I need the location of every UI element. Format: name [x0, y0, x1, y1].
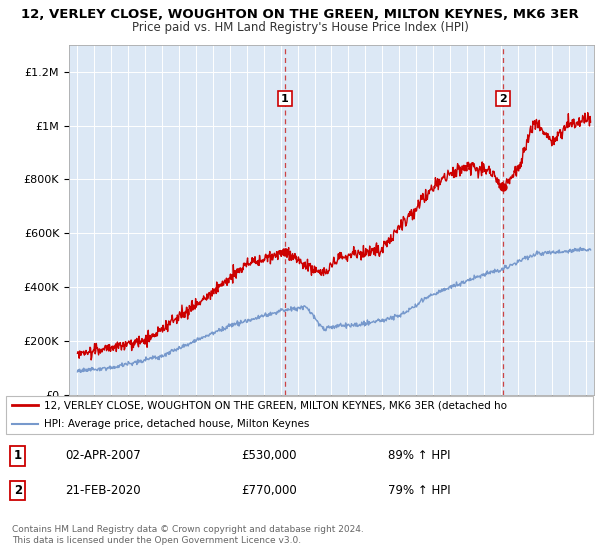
Text: 21-FEB-2020: 21-FEB-2020	[65, 484, 140, 497]
FancyBboxPatch shape	[6, 396, 593, 433]
Text: 2: 2	[499, 94, 507, 104]
Text: 79% ↑ HPI: 79% ↑ HPI	[388, 484, 451, 497]
Text: Price paid vs. HM Land Registry's House Price Index (HPI): Price paid vs. HM Land Registry's House …	[131, 21, 469, 34]
Text: £770,000: £770,000	[241, 484, 297, 497]
Text: 2: 2	[14, 484, 22, 497]
Text: 12, VERLEY CLOSE, WOUGHTON ON THE GREEN, MILTON KEYNES, MK6 3ER (detached ho: 12, VERLEY CLOSE, WOUGHTON ON THE GREEN,…	[44, 400, 507, 410]
Text: 1: 1	[281, 94, 289, 104]
Text: HPI: Average price, detached house, Milton Keynes: HPI: Average price, detached house, Milt…	[44, 419, 310, 430]
Text: 89% ↑ HPI: 89% ↑ HPI	[388, 449, 451, 463]
Text: Contains HM Land Registry data © Crown copyright and database right 2024.
This d: Contains HM Land Registry data © Crown c…	[12, 525, 364, 545]
Text: 12, VERLEY CLOSE, WOUGHTON ON THE GREEN, MILTON KEYNES, MK6 3ER: 12, VERLEY CLOSE, WOUGHTON ON THE GREEN,…	[21, 8, 579, 21]
Text: 1: 1	[14, 449, 22, 463]
Text: 02-APR-2007: 02-APR-2007	[65, 449, 140, 463]
Text: £530,000: £530,000	[241, 449, 297, 463]
